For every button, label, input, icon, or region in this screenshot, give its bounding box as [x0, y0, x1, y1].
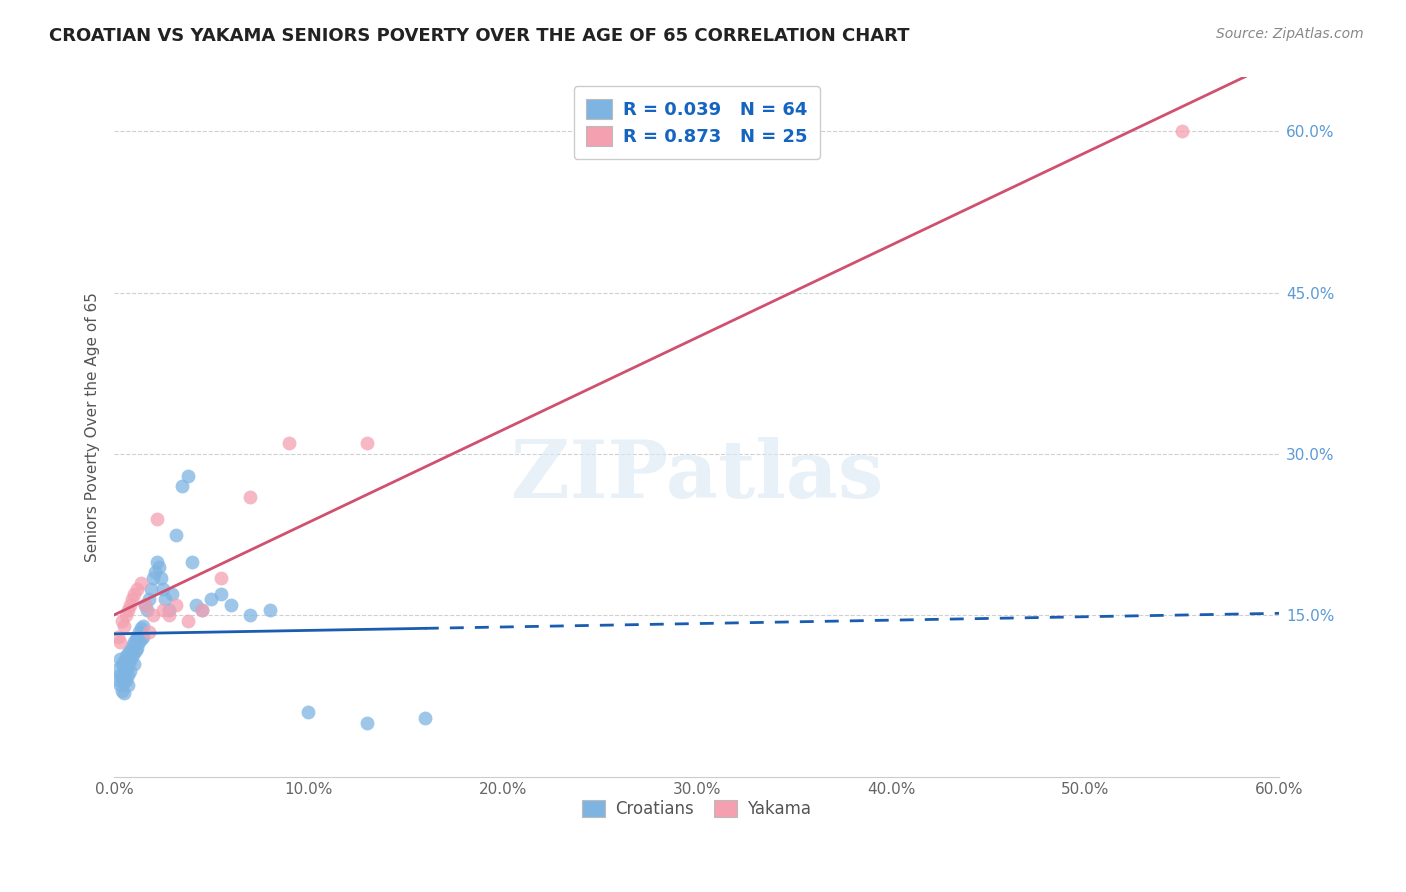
Point: [115, 673, 138, 687]
Point: [153, 592, 176, 607]
Point: [112, 654, 135, 668]
Point: [115, 649, 138, 664]
Point: [112, 665, 135, 679]
Point: [239, 490, 262, 504]
Point: [127, 630, 149, 644]
Point: [132, 630, 155, 644]
Point: [108, 678, 131, 692]
Point: [107, 630, 129, 644]
Point: [239, 608, 262, 623]
Point: [115, 608, 138, 623]
Point: [112, 686, 135, 700]
Point: [157, 603, 180, 617]
Point: [124, 643, 146, 657]
Point: [172, 479, 194, 493]
Point: [121, 639, 143, 653]
Point: [127, 640, 149, 655]
Point: [142, 608, 165, 623]
Point: [184, 598, 207, 612]
Point: [152, 603, 174, 617]
Point: [117, 646, 139, 660]
Point: [162, 587, 184, 601]
Point: [118, 643, 141, 657]
Point: [118, 665, 141, 679]
Point: [177, 468, 200, 483]
Point: [117, 667, 139, 681]
Point: [122, 587, 145, 601]
Point: [111, 671, 134, 685]
Point: [1171, 124, 1194, 138]
Point: [122, 635, 145, 649]
Point: [111, 614, 134, 628]
Point: [190, 603, 212, 617]
Point: [413, 711, 436, 725]
Point: [122, 657, 145, 671]
Point: [142, 571, 165, 585]
Point: [259, 603, 281, 617]
Point: [278, 436, 301, 450]
Point: [127, 582, 149, 596]
Point: [117, 657, 139, 671]
Point: [190, 603, 212, 617]
Point: [112, 675, 135, 690]
Point: [143, 566, 166, 580]
Point: [146, 511, 169, 525]
Point: [219, 598, 242, 612]
Point: [132, 619, 155, 633]
Point: [122, 646, 145, 660]
Point: [107, 662, 129, 676]
Text: ZIPatlas: ZIPatlas: [510, 437, 883, 515]
Point: [108, 651, 131, 665]
Text: CROATIAN VS YAKAMA SENIORS POVERTY OVER THE AGE OF 65 CORRELATION CHART: CROATIAN VS YAKAMA SENIORS POVERTY OVER …: [49, 27, 910, 45]
Point: [356, 436, 378, 450]
Point: [118, 654, 141, 668]
Point: [118, 598, 141, 612]
Point: [165, 528, 187, 542]
Point: [149, 571, 172, 585]
Point: [131, 632, 153, 647]
Point: [297, 706, 319, 720]
Point: [165, 598, 187, 612]
Point: [121, 592, 143, 607]
Point: [148, 560, 170, 574]
Point: [124, 632, 146, 647]
Point: [107, 673, 129, 687]
Point: [139, 582, 162, 596]
Point: [356, 716, 378, 731]
Point: [128, 635, 150, 649]
Point: [136, 603, 159, 617]
Point: [146, 555, 169, 569]
Point: [157, 608, 180, 623]
Point: [131, 621, 153, 635]
Point: [117, 678, 139, 692]
Point: [131, 576, 153, 591]
Point: [138, 624, 160, 639]
Point: [180, 555, 202, 569]
Point: [117, 603, 139, 617]
Point: [112, 619, 135, 633]
Point: [209, 587, 232, 601]
Point: [108, 635, 131, 649]
Point: [138, 592, 160, 607]
Point: [200, 592, 222, 607]
Point: [134, 598, 156, 612]
Text: Source: ZipAtlas.com: Source: ZipAtlas.com: [1216, 27, 1364, 41]
Point: [177, 614, 200, 628]
Y-axis label: Seniors Poverty Over the Age of 65: Seniors Poverty Over the Age of 65: [86, 293, 100, 562]
Legend: Croatians, Yakama: Croatians, Yakama: [575, 793, 818, 824]
Point: [134, 598, 156, 612]
Point: [111, 657, 134, 671]
Point: [108, 667, 131, 681]
Point: [115, 662, 138, 676]
Point: [128, 624, 150, 639]
Point: [121, 649, 143, 664]
Point: [152, 582, 174, 596]
Point: [209, 571, 232, 585]
Point: [111, 683, 134, 698]
